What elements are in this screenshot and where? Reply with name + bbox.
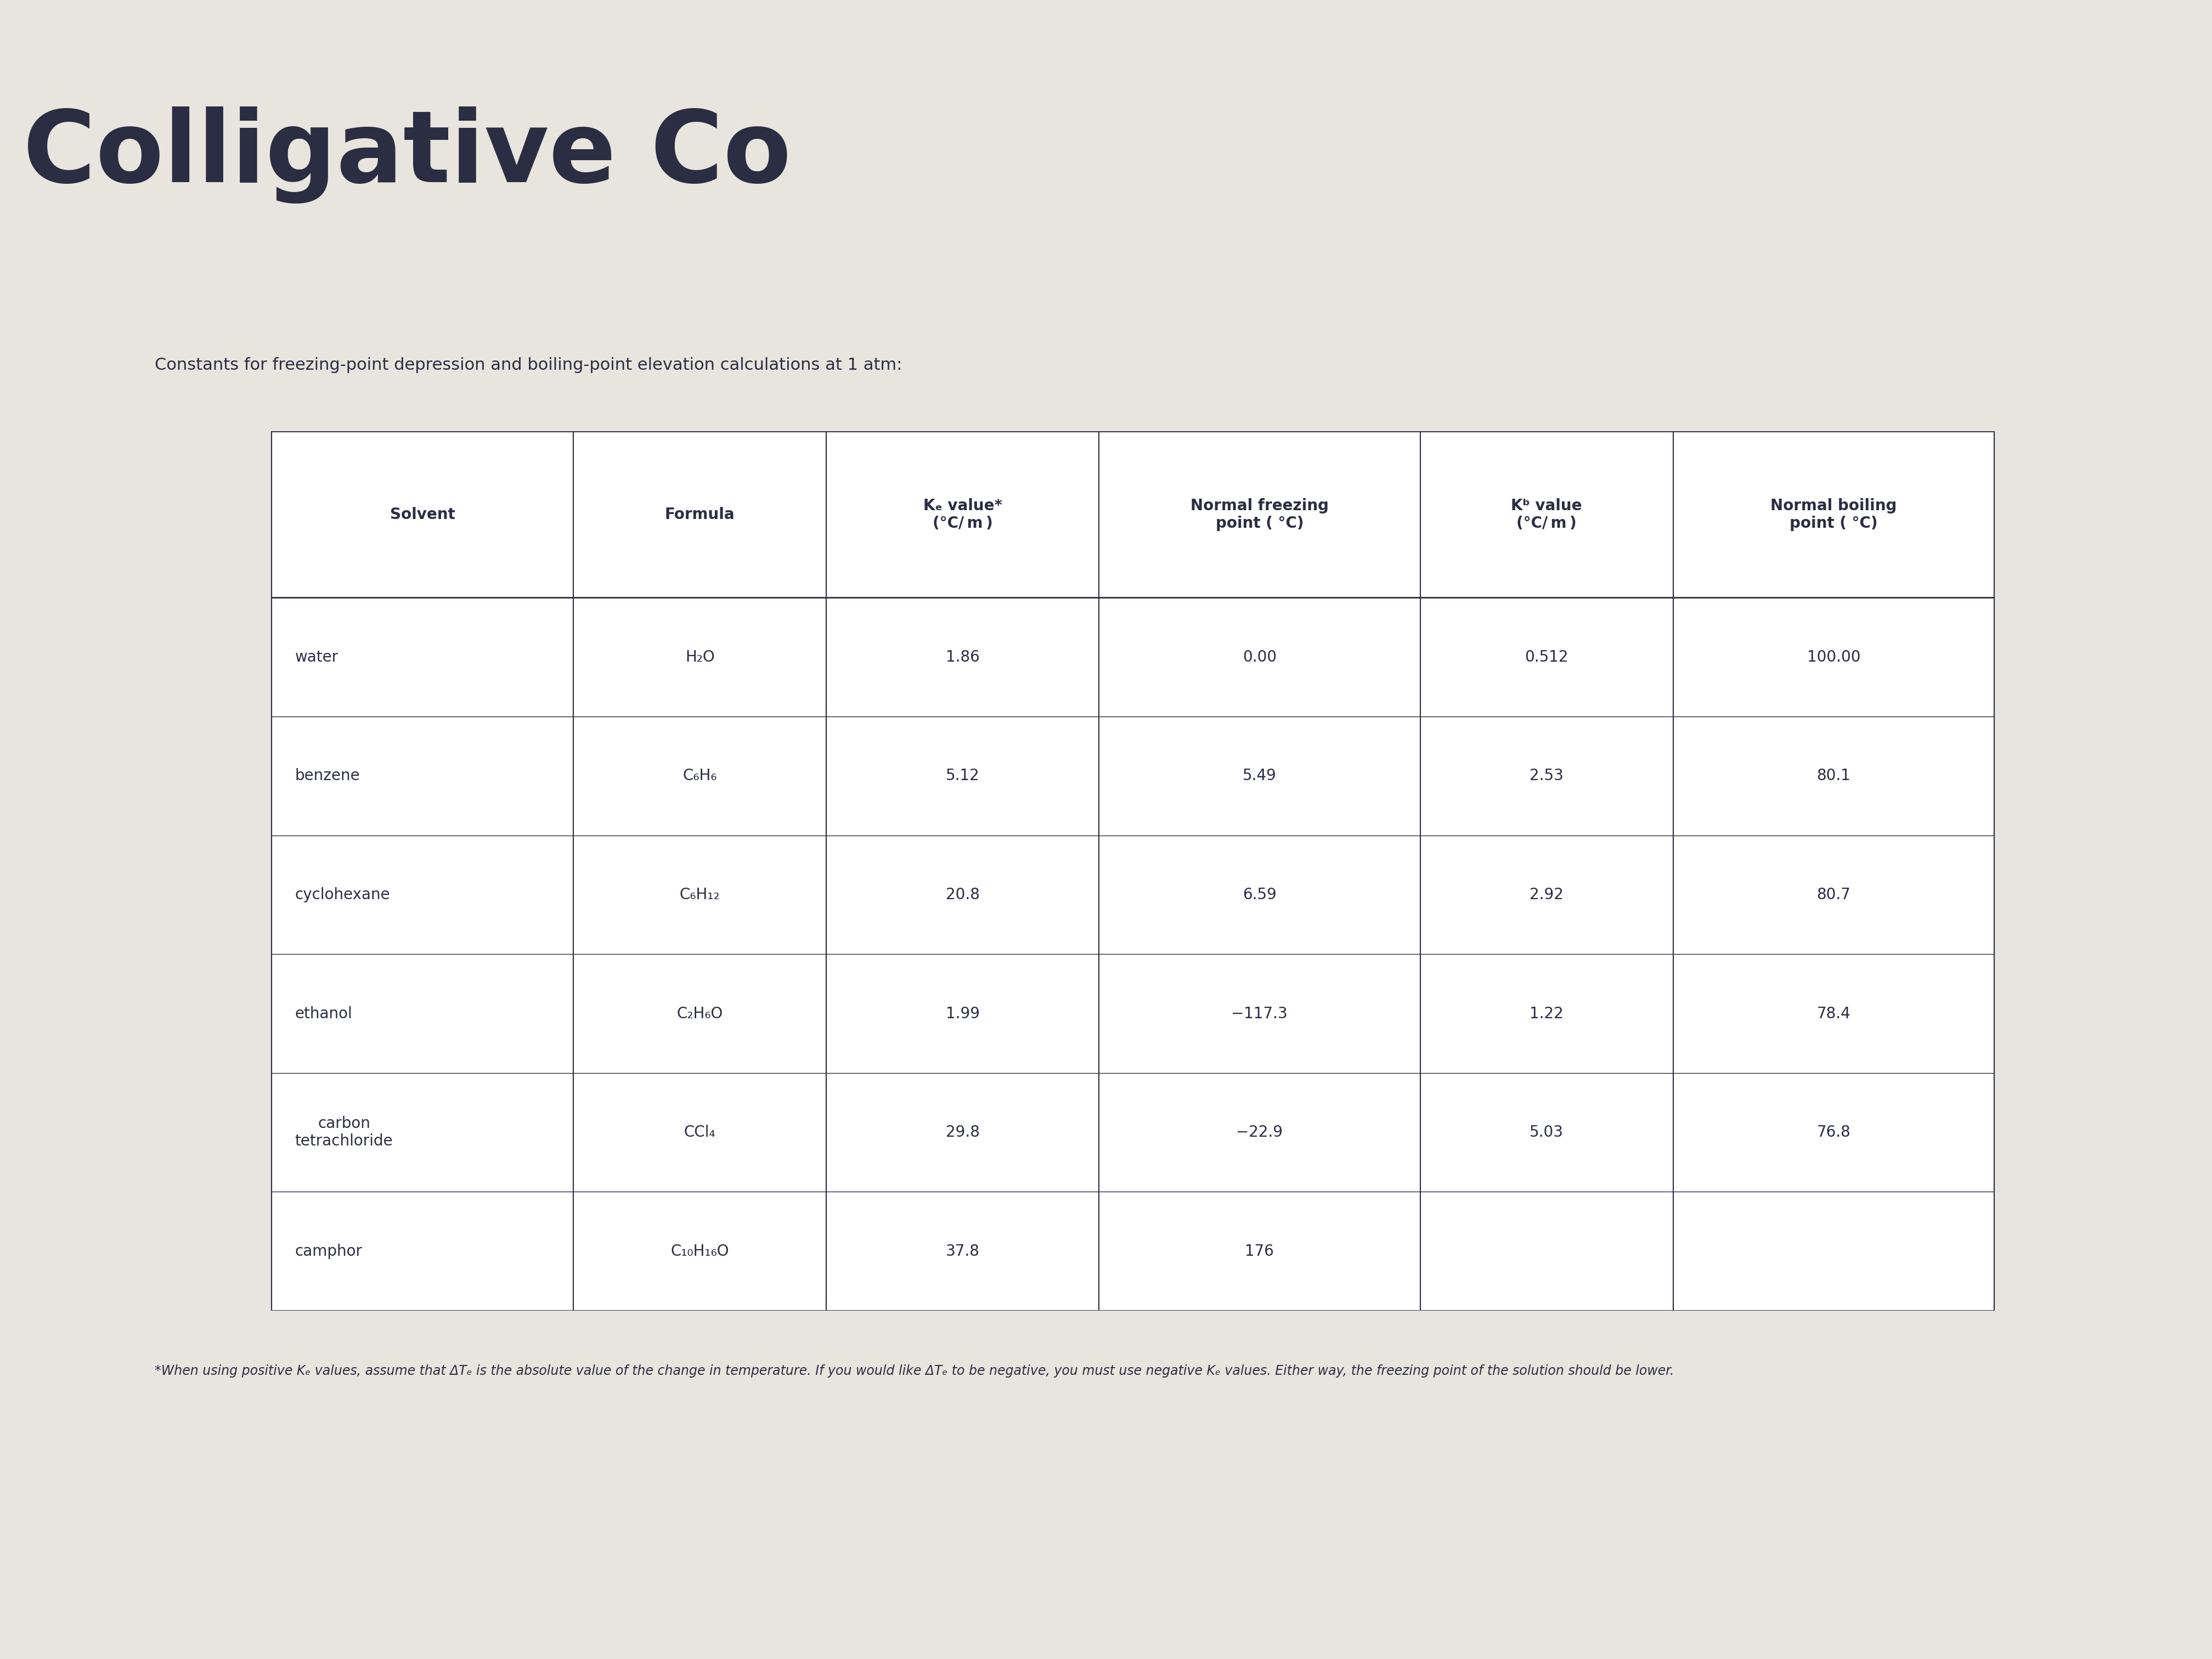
Text: Normal boiling
point ( °C): Normal boiling point ( °C) (1770, 498, 1898, 531)
Text: Colligative Co: Colligative Co (22, 106, 792, 204)
Text: *When using positive Kₑ values, assume that ΔTₑ is the absolute value of the cha: *When using positive Kₑ values, assume t… (155, 1364, 1674, 1377)
Text: 100.00: 100.00 (1807, 649, 1860, 665)
Text: 1.86: 1.86 (947, 649, 980, 665)
Text: C₆H₁₂: C₆H₁₂ (679, 888, 721, 902)
Text: Normal freezing
point ( °C): Normal freezing point ( °C) (1190, 498, 1329, 531)
Text: carbon
tetrachloride: carbon tetrachloride (294, 1117, 394, 1150)
Bar (272, 431, 1995, 1311)
Text: 80.7: 80.7 (1816, 888, 1851, 902)
Text: ethanol: ethanol (294, 1005, 352, 1022)
Text: 1.99: 1.99 (947, 1005, 980, 1022)
Text: H₂O: H₂O (686, 649, 714, 665)
Text: camphor: camphor (294, 1244, 363, 1259)
Text: −22.9: −22.9 (1237, 1125, 1283, 1140)
Text: C₆H₆: C₆H₆ (684, 768, 717, 783)
Text: Solvent: Solvent (389, 508, 456, 523)
Text: 29.8: 29.8 (947, 1125, 980, 1140)
Text: 2.53: 2.53 (1531, 768, 1564, 783)
Text: benzene: benzene (294, 768, 361, 783)
Text: 5.03: 5.03 (1531, 1125, 1564, 1140)
Text: C₂H₆O: C₂H₆O (677, 1005, 723, 1022)
Text: 20.8: 20.8 (947, 888, 980, 902)
Text: 176: 176 (1245, 1244, 1274, 1259)
Text: Kᵇ value
(°C/ m ): Kᵇ value (°C/ m ) (1511, 498, 1582, 531)
Text: 0.00: 0.00 (1243, 649, 1276, 665)
Text: Formula: Formula (666, 508, 734, 523)
Text: C₁₀H₁₆O: C₁₀H₁₆O (670, 1244, 730, 1259)
Text: −117.3: −117.3 (1232, 1005, 1287, 1022)
Text: 5.49: 5.49 (1243, 768, 1276, 783)
Text: 5.12: 5.12 (947, 768, 980, 783)
Text: CCl₄: CCl₄ (684, 1125, 717, 1140)
Text: cyclohexane: cyclohexane (294, 888, 389, 902)
Text: 2.92: 2.92 (1531, 888, 1564, 902)
Text: Constants for freezing-point depression and boiling-point elevation calculations: Constants for freezing-point depression … (155, 357, 902, 373)
Text: Kₑ value*
(°C/ m ): Kₑ value* (°C/ m ) (922, 498, 1002, 531)
Text: 0.512: 0.512 (1524, 649, 1568, 665)
Text: 78.4: 78.4 (1816, 1005, 1851, 1022)
Text: 37.8: 37.8 (947, 1244, 980, 1259)
Text: 6.59: 6.59 (1243, 888, 1276, 902)
Text: 76.8: 76.8 (1816, 1125, 1851, 1140)
Text: 1.22: 1.22 (1531, 1005, 1564, 1022)
Text: 80.1: 80.1 (1816, 768, 1851, 783)
Text: water: water (294, 649, 338, 665)
